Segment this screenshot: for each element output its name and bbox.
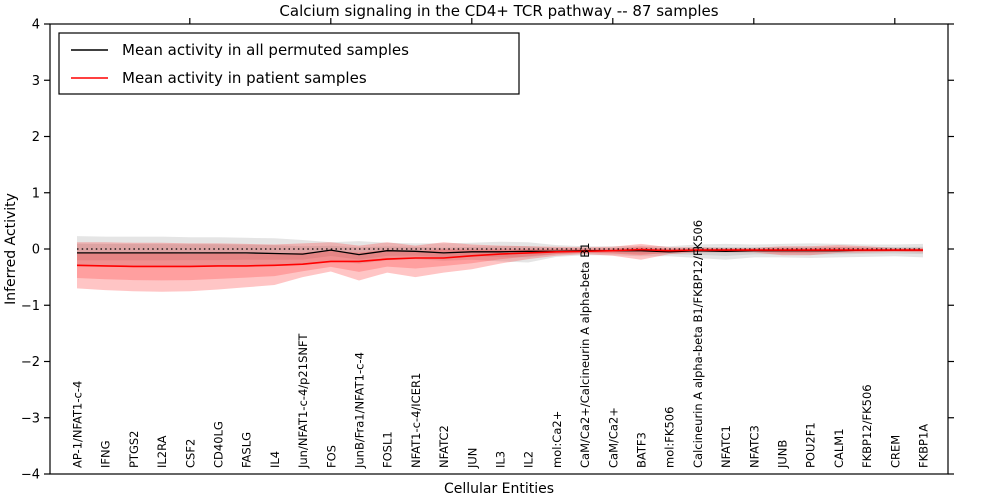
- x-tick-label: NFATC1: [719, 425, 733, 468]
- x-tick-label: BATF3: [635, 432, 649, 468]
- y-tick-label: 2: [32, 130, 40, 145]
- y-tick-labels: 4 3 2 1 0 −1 −2 −3 −4: [21, 18, 40, 483]
- x-tick-labels: AP-1/NFAT1-c-4 IFNG PTGS2 IL2RA CSF2 CD40LG FA…: [71, 220, 931, 469]
- patient-band-inner: [77, 246, 923, 281]
- patient-mean-line: [76, 248, 923, 268]
- x-tick-label: IL2: [522, 451, 536, 468]
- x-tick-label: NFATC3: [747, 425, 761, 468]
- x-tick-label: FASLG: [240, 432, 254, 468]
- y-tick-label: 3: [32, 74, 40, 89]
- y-tick-label: −2: [21, 355, 40, 370]
- x-tick-label: CD40LG: [212, 421, 226, 468]
- x-tick-label: CREM: [888, 435, 902, 468]
- x-tick-label: CSF2: [183, 439, 197, 468]
- x-tick-label: POU2F1: [804, 422, 818, 468]
- x-tick-label: CALM1: [832, 428, 846, 468]
- x-tick-label: FKBP12/FK506: [860, 384, 874, 468]
- x-tick-label: FOSL1: [381, 431, 395, 468]
- x-tick-label: FKBP1A: [917, 424, 931, 468]
- y-tick-label: 1: [32, 186, 40, 201]
- x-axis-label: Cellular Entities: [444, 481, 554, 497]
- chart-title: Calcium signaling in the CD4+ TCR pathwa…: [279, 2, 718, 20]
- x-tick-label: CaM/Ca2+/Calcineurin A alpha-beta B1: [578, 243, 592, 468]
- x-tick-label: JUNB: [776, 440, 790, 469]
- y-tick-label: 0: [32, 243, 40, 258]
- x-tick-label: IL4: [268, 451, 282, 468]
- x-tick-label: Calcineurin A alpha-beta B1/FKBP12/FK506: [691, 220, 705, 468]
- mean-activity-lines: [76, 248, 923, 268]
- axis-ticks: [44, 18, 954, 475]
- x-tick-label: Jun/NFAT1-c-4/p21SNFT: [296, 333, 310, 469]
- x-tick-label: IL2RA: [155, 435, 169, 468]
- x-tick-label: JunB/Fra1/NFAT1-c-4: [353, 352, 367, 469]
- y-tick-label: −3: [21, 411, 40, 426]
- x-tick-label: IL3: [494, 451, 508, 468]
- x-tick-label: NFATC2: [437, 425, 451, 468]
- y-tick-label: −4: [21, 468, 40, 483]
- legend: Mean activity in all permuted samples Me…: [58, 32, 520, 95]
- x-tick-label: AP-1/NFAT1-c-4: [71, 381, 85, 468]
- legend-label-permuted: Mean activity in all permuted samples: [122, 41, 409, 59]
- y-tick-label: −1: [21, 299, 40, 314]
- confidence-bands: [77, 236, 923, 292]
- legend-box: [58, 32, 520, 95]
- y-tick-label: 4: [32, 18, 40, 33]
- x-tick-label: mol:FK506: [663, 407, 677, 468]
- x-tick-label: JUN: [465, 448, 479, 469]
- x-tick-label: FOS: [324, 445, 338, 468]
- x-tick-label: PTGS2: [127, 431, 141, 469]
- x-tick-label: mol:Ca2+: [550, 411, 564, 468]
- x-tick-label: CaM/Ca2+: [606, 407, 620, 468]
- x-tick-label: NFAT1-c-4/ICER1: [409, 373, 423, 468]
- x-tick-label: IFNG: [99, 440, 113, 468]
- patient-band-outer: [77, 242, 923, 292]
- legend-label-patient: Mean activity in patient samples: [122, 69, 367, 87]
- y-axis-label: Inferred Activity: [3, 193, 19, 305]
